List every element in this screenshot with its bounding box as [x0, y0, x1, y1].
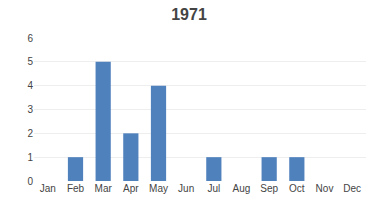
- svg-text:Sep: Sep: [260, 183, 278, 194]
- svg-text:Dec: Dec: [343, 183, 361, 194]
- svg-text:Mar: Mar: [95, 183, 113, 194]
- svg-text:Aug: Aug: [233, 183, 251, 194]
- svg-text:Feb: Feb: [67, 183, 85, 194]
- svg-text:Nov: Nov: [316, 183, 334, 194]
- svg-text:1: 1: [27, 152, 33, 163]
- svg-text:Jun: Jun: [178, 183, 194, 194]
- svg-text:1971: 1971: [171, 6, 207, 23]
- svg-text:May: May: [149, 183, 168, 194]
- svg-text:Jul: Jul: [207, 183, 220, 194]
- svg-text:3: 3: [27, 104, 33, 115]
- svg-text:5: 5: [27, 56, 33, 67]
- svg-text:6: 6: [27, 33, 33, 44]
- svg-text:0: 0: [27, 176, 33, 187]
- svg-text:Jan: Jan: [40, 183, 56, 194]
- svg-text:Apr: Apr: [123, 183, 139, 194]
- svg-text:2: 2: [27, 128, 33, 139]
- svg-text:Oct: Oct: [289, 183, 305, 194]
- svg-text:4: 4: [27, 80, 33, 91]
